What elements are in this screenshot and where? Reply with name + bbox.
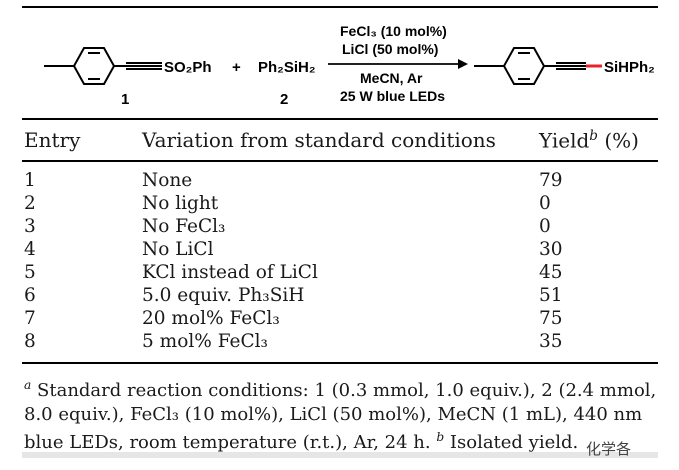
condition-catalyst: FeCl₃ (10 mol%) xyxy=(340,23,447,39)
reaction-arrow xyxy=(328,59,468,69)
footnote-a-mark: a xyxy=(24,378,32,392)
variation-cell: 5 mol% FeCl₃ xyxy=(142,331,268,352)
variation-cell: KCl instead of LiCl xyxy=(142,262,318,283)
watermark-text: 化学各 xyxy=(586,440,632,458)
reactant-1-structure xyxy=(44,47,162,85)
entry-cell: 5 xyxy=(24,262,36,283)
table-footnote: a Standard reaction conditions: 1 (0.3 m… xyxy=(24,374,664,455)
table-row: 8 5 mol% FeCl₃ 35 xyxy=(0,331,679,354)
table-row: 4 No LiCl 30 xyxy=(0,239,679,262)
condition-solvent: MeCN, Ar xyxy=(360,70,423,86)
condition-light: 25 W blue LEDs xyxy=(340,88,445,104)
entry-cell: 7 xyxy=(24,308,36,329)
yield-cell: 45 xyxy=(539,262,563,283)
yield-cell: 35 xyxy=(539,331,563,352)
footnote-a-text: Standard reaction conditions: 1 (0.3 mmo… xyxy=(24,380,657,453)
top-rule xyxy=(22,6,658,8)
yield-cell: 51 xyxy=(539,285,563,306)
table-row: 2 No light 0 xyxy=(0,193,679,216)
variation-cell: None xyxy=(142,170,193,191)
variation-cell: 5.0 equiv. Ph₃SiH xyxy=(142,285,305,306)
header-yield-unit: (%) xyxy=(598,128,639,153)
entry-cell: 2 xyxy=(24,193,36,214)
variation-cell: No LiCl xyxy=(142,239,214,260)
header-bottom-rule xyxy=(22,160,658,162)
footer-bar xyxy=(22,452,658,458)
entry-cell: 1 xyxy=(24,170,36,191)
entry-cell: 8 xyxy=(24,331,36,352)
header-top-rule xyxy=(22,118,658,120)
condition-additive: LiCl (50 mol%) xyxy=(342,41,438,57)
table-row: 6 5.0 equiv. Ph₃SiH 51 xyxy=(0,285,679,308)
header-entry: Entry xyxy=(24,128,81,152)
header-yield-footnote-mark: b xyxy=(589,128,598,144)
table-row: 3 No FeCl₃ 0 xyxy=(0,216,679,239)
reactant-1-label: 1 xyxy=(121,91,129,108)
table-row: 5 KCl instead of LiCl 45 xyxy=(0,262,679,285)
reactant-2-formula: Ph₂SiH₂ xyxy=(258,59,316,76)
yield-cell: 0 xyxy=(539,216,551,237)
table-row: 1 None 79 xyxy=(0,170,679,193)
plus-sign: + xyxy=(232,59,241,76)
variation-cell: 20 mol% FeCl₃ xyxy=(142,308,280,329)
product-group: SiHPh₂ xyxy=(604,59,655,76)
yield-cell: 75 xyxy=(539,308,563,329)
header-yield-word: Yield xyxy=(539,128,590,153)
entry-cell: 6 xyxy=(24,285,36,306)
product-structure xyxy=(474,47,586,85)
table-bottom-rule xyxy=(22,362,658,364)
table-row: 7 20 mol% FeCl₃ 75 xyxy=(0,308,679,331)
header-yield: Yieldb (%) xyxy=(539,128,639,153)
yield-cell: 0 xyxy=(539,193,551,214)
entry-cell: 3 xyxy=(24,216,36,237)
reactant-2-label: 2 xyxy=(280,91,288,108)
header-variation: Variation from standard conditions xyxy=(142,128,496,152)
yield-cell: 79 xyxy=(539,170,563,191)
footnote-b-mark: b xyxy=(436,430,445,444)
yield-cell: 30 xyxy=(539,239,563,260)
variation-cell: No FeCl₃ xyxy=(142,216,226,237)
reaction-scheme: SO₂Ph 1 + Ph₂SiH₂ 2 FeCl₃ (10 mol%) LiCl… xyxy=(44,23,655,108)
variation-cell: No light xyxy=(142,193,219,214)
entry-cell: 4 xyxy=(24,239,36,260)
footnote-b-text: Isolated yield. xyxy=(444,432,579,453)
reactant-1-group: SO₂Ph xyxy=(164,59,212,76)
